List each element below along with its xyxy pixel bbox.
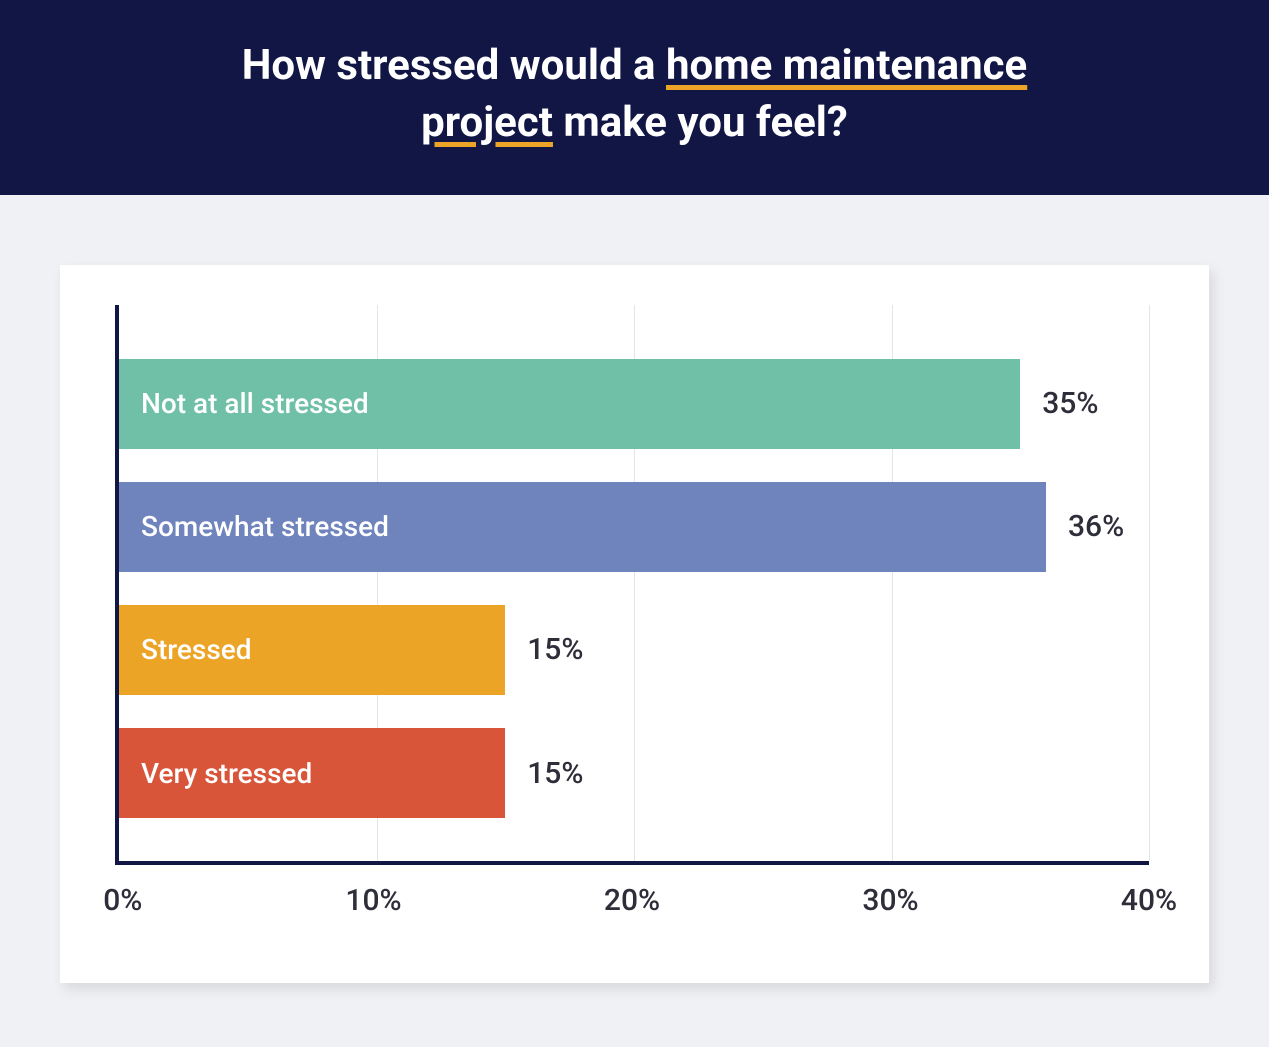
- title-text-post: make you feel?: [553, 98, 848, 147]
- x-tick-label: 30%: [862, 883, 918, 918]
- bar: Very stressed: [119, 728, 505, 818]
- x-axis: 0%10%20%30%40%: [115, 883, 1149, 933]
- title-underlined-2: project: [421, 98, 553, 147]
- chart-title: How stressed would a home maintenance pr…: [242, 38, 1027, 151]
- bar-row: Somewhat stressed 36%: [119, 482, 1149, 572]
- bars-group: Not at all stressed 35% Somewhat stressed 3…: [119, 305, 1149, 861]
- bar-row: Stressed 15%: [119, 605, 1149, 695]
- chart-container: Not at all stressed 35% Somewhat stressed 3…: [0, 195, 1269, 1023]
- bar: Somewhat stressed: [119, 482, 1046, 572]
- bar-value-label: 15%: [527, 756, 583, 791]
- chart-card: Not at all stressed 35% Somewhat stressed 3…: [60, 265, 1209, 983]
- gridline: [1149, 305, 1150, 861]
- title-underlined-1: home maintenance: [666, 41, 1027, 90]
- bar-value-label: 35%: [1042, 386, 1098, 421]
- plot-area: Not at all stressed 35% Somewhat stressed 3…: [115, 305, 1149, 865]
- bar-row: Very stressed 15%: [119, 728, 1149, 818]
- bar-value-label: 36%: [1068, 509, 1124, 544]
- x-tick-label: 20%: [604, 883, 660, 918]
- x-tick-label: 10%: [345, 883, 401, 918]
- bar-row: Not at all stressed 35%: [119, 359, 1149, 449]
- x-tick-label: 40%: [1121, 883, 1177, 918]
- bar-value-label: 15%: [527, 632, 583, 667]
- x-tick-label: 0%: [103, 883, 142, 918]
- bar: Stressed: [119, 605, 505, 695]
- bar: Not at all stressed: [119, 359, 1020, 449]
- chart-header: How stressed would a home maintenance pr…: [0, 0, 1269, 195]
- title-text-pre: How stressed would a: [242, 41, 666, 90]
